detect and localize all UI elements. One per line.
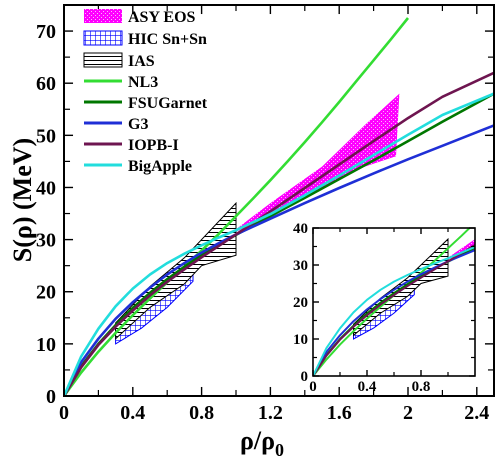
y-tick-label: 20 xyxy=(36,282,56,304)
y-tick-label: 30 xyxy=(36,230,56,252)
x-axis-title-subscript: 0 xyxy=(275,440,284,460)
x-tick-label: 0.4 xyxy=(120,402,145,424)
legend-label-nl3: NL3 xyxy=(128,74,158,91)
x-axis-title-main: ρ/ρ xyxy=(240,426,275,455)
legend-swatch-ias xyxy=(83,52,123,68)
legend-label-bigapple: BigApple xyxy=(128,158,192,175)
inset-y-tick-label: 20 xyxy=(293,295,308,311)
y-tick-label: 70 xyxy=(36,21,56,43)
y-tick-labels: 0 10 20 30 40 50 60 70 xyxy=(36,21,56,408)
inset-series-line-3 xyxy=(313,243,475,376)
legend-swatch-hic xyxy=(83,30,123,46)
inset-x-tick-label: 0.8 xyxy=(412,379,431,395)
inset-tick-labels: 0 0.4 0.8 0 10 20 30 40 xyxy=(293,221,430,395)
x-tick-label: 0.8 xyxy=(189,402,214,424)
main-lines xyxy=(64,17,494,396)
legend-label-iopb: IOPB-I xyxy=(128,137,179,154)
legend-label-fsugarnet: FSUGarnet xyxy=(128,95,208,112)
y-axis-title: S(ρ) (MeV) xyxy=(8,138,37,262)
inset-x-tick-label: 0.4 xyxy=(358,379,377,395)
y-tick-label: 40 xyxy=(36,178,56,200)
inset-band-0 xyxy=(448,239,475,260)
inset-y-tick-label: 30 xyxy=(293,258,308,274)
x-tick-label: 2 xyxy=(403,402,413,424)
x-tick-label: 0 xyxy=(59,402,69,424)
y-tick-label: 0 xyxy=(46,386,56,408)
legend-swatch-asy-eos xyxy=(84,9,122,23)
y-tick-label: 60 xyxy=(36,73,56,95)
inset-y-tick-label: 40 xyxy=(293,221,308,237)
main-band-0 xyxy=(236,93,400,232)
inset-series-line-0 xyxy=(313,228,472,376)
main-axis-ticks xyxy=(63,5,494,397)
inset-lines xyxy=(313,228,475,376)
inset-y-tick-label: 0 xyxy=(301,369,309,385)
x-tick-labels: 0 0.4 0.8 1.2 1.6 2 2.4 xyxy=(59,402,489,424)
y-tick-label: 50 xyxy=(36,125,56,147)
x-axis-title: ρ/ρ0 xyxy=(240,426,284,460)
x-tick-label: 2.4 xyxy=(464,402,489,424)
main-plot-frame xyxy=(63,4,495,397)
inset-axis-ticks xyxy=(312,227,475,377)
main-series-line-3 xyxy=(64,71,494,396)
y-tick-label: 10 xyxy=(36,334,56,356)
inset-y-tick-label: 10 xyxy=(293,332,308,348)
main-band-2 xyxy=(115,201,237,340)
main-series-line-0 xyxy=(64,17,410,396)
legend-label-ias: IAS xyxy=(128,53,155,70)
legend-label-asy-eos: ASY EOS xyxy=(128,9,196,26)
x-tick-label: 1.2 xyxy=(258,402,283,424)
main-series-line-4 xyxy=(64,92,494,396)
x-tick-label: 1.6 xyxy=(327,402,352,424)
inset-series-line-2 xyxy=(313,249,475,376)
legend: ASY EOS HIC Sn+Sn IAS NL3 FSUGarnet G3 I… xyxy=(83,9,208,175)
main-series-line-2 xyxy=(64,124,494,396)
legend-label-hic: HIC Sn+Sn xyxy=(128,31,207,48)
inset-band-2 xyxy=(353,237,449,337)
legend-label-g3: G3 xyxy=(128,116,148,133)
inset-x-tick-label: 0 xyxy=(309,379,317,395)
inset-series-line-4 xyxy=(313,245,475,376)
